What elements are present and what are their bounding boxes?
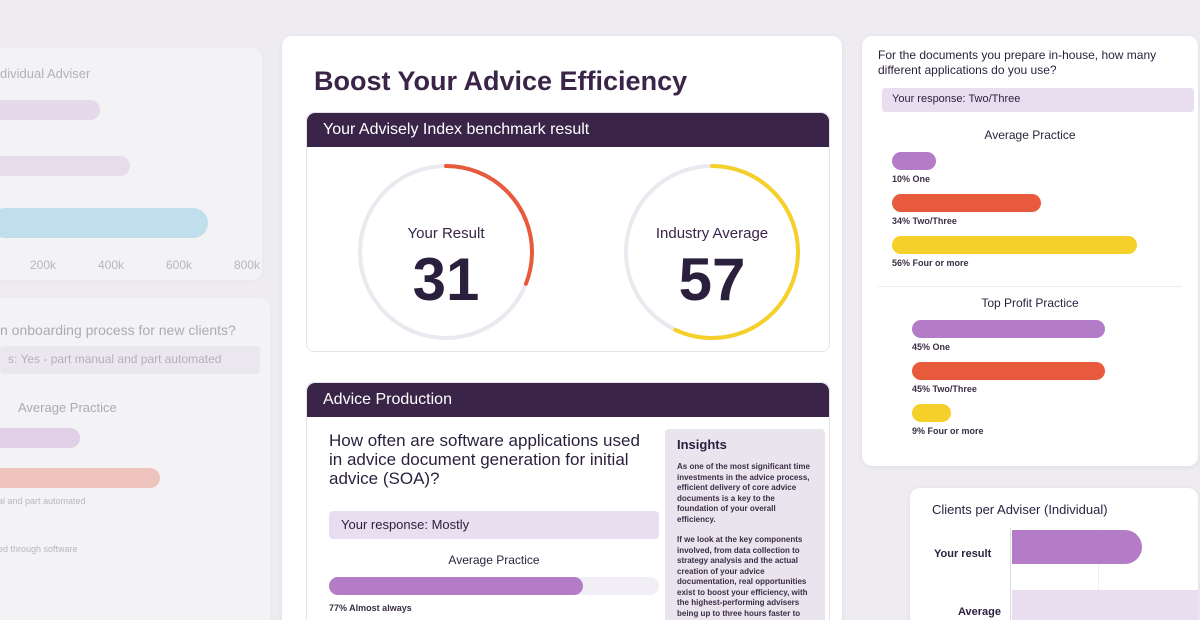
bar-label: 56% Four or more xyxy=(892,258,969,268)
axis-tick: 400k xyxy=(97,258,125,272)
onboarding-bar-1 xyxy=(0,428,80,448)
applications-response-text: Your response: Two/Three xyxy=(892,93,1021,105)
production-response: Your response: Mostly xyxy=(329,511,659,539)
average-label-right: Average xyxy=(958,606,1002,618)
left-bar-3 xyxy=(0,208,208,238)
left-bar-2 xyxy=(0,156,130,176)
axis-tick: 800k xyxy=(233,258,260,272)
production-question: How often are software applications used… xyxy=(329,431,640,488)
bar-label: 45% One xyxy=(912,342,951,352)
applications-response: Your response: Two/Three xyxy=(882,88,1194,112)
onboarding-bar-2 xyxy=(0,468,160,488)
avg-bars: 10% One 34% Two/Three 56% Four or more xyxy=(892,152,1182,282)
your-result-bar xyxy=(1012,530,1142,564)
production-avg-title: Average Practice xyxy=(448,553,540,567)
industry-value: 57 xyxy=(678,246,746,313)
onboarding-label-b: ed through software xyxy=(0,544,78,554)
onboarding-label-a: al and part automated xyxy=(0,496,86,506)
industry-gauge: Industry Average 57 xyxy=(619,159,805,345)
bar-label: 9% Four or more xyxy=(912,426,984,436)
bar-1 xyxy=(892,194,1041,212)
bar-0 xyxy=(912,320,1105,338)
applications-avg-title: Average Practice xyxy=(984,128,1076,142)
bar-2 xyxy=(892,236,1137,254)
left-bar-1 xyxy=(0,100,100,120)
onboarding-avg-title: Average Practice xyxy=(18,400,117,415)
bar-label: 45% Two/Three xyxy=(912,384,977,394)
production-card: Advice Production How often are software… xyxy=(306,382,830,620)
response-text: s: Yes - part manual and part automated xyxy=(8,352,222,366)
your-result-label-right: Your result xyxy=(934,548,992,560)
bar-0 xyxy=(892,152,936,170)
industry-arc xyxy=(624,164,800,340)
divider xyxy=(878,286,1182,287)
left-card-title: dividual Adviser xyxy=(0,66,91,81)
axis-tick: 200k xyxy=(30,258,57,272)
bar-label: 10% One xyxy=(892,174,931,184)
production-bar xyxy=(329,577,584,595)
left-adviser-card: dividual Adviser 200k 400k 600k 800k xyxy=(0,48,262,280)
production-response-text: Your response: Mostly xyxy=(341,517,470,532)
production-bar-label: 77% Almost always xyxy=(329,603,412,613)
axis-tick: 600k xyxy=(165,258,192,272)
production-header: Advice Production xyxy=(307,383,829,417)
benchmark-card: Your Advisely Index benchmark result You… xyxy=(306,112,830,352)
onboarding-question: n onboarding process for new clients? xyxy=(0,322,236,338)
onboarding-response: s: Yes - part manual and part automated xyxy=(0,346,260,374)
your-result-value: 31 xyxy=(412,246,480,313)
average-bar xyxy=(1012,590,1198,620)
clients-grid xyxy=(1010,528,1198,620)
industry-ring xyxy=(624,164,800,340)
benchmark-header: Your Advisely Index benchmark result xyxy=(307,113,829,147)
your-result-label: Your Result xyxy=(407,225,485,242)
your-result-ring xyxy=(358,164,534,340)
insights-panel: Insights As one of the most significant … xyxy=(665,429,825,620)
insights-title: Insights xyxy=(677,437,727,452)
your-result-arc xyxy=(358,164,534,340)
top-bars: 45% One 45% Two/Three 9% Four or more xyxy=(912,320,1182,450)
bar-2 xyxy=(912,404,951,422)
insights-p1: As one of the most significant time inve… xyxy=(677,462,810,524)
applications-card: For the documents you prepare in-house, … xyxy=(862,36,1198,466)
left-axis: 200k 400k 600k 800k xyxy=(30,258,260,272)
clients-card: Clients per Adviser (Individual) Your re… xyxy=(910,488,1198,620)
applications-top-title: Top Profit Practice xyxy=(981,296,1079,310)
bar-1 xyxy=(912,362,1105,380)
applications-question: For the documents you prepare in-house, … xyxy=(878,48,1157,77)
your-result-gauge: Your Result 31 xyxy=(353,159,539,345)
insights-p2: If we look at the key components involve… xyxy=(677,535,808,620)
bar-label: 34% Two/Three xyxy=(892,216,957,226)
main-card: Boost Your Advice Efficiency Your Advise… xyxy=(282,36,842,620)
page-title: Boost Your Advice Efficiency xyxy=(314,66,688,96)
clients-title: Clients per Adviser (Individual) xyxy=(932,502,1108,517)
production-bar-track xyxy=(329,577,659,595)
left-onboarding-card: n onboarding process for new clients? s:… xyxy=(0,298,270,620)
industry-label: Industry Average xyxy=(655,225,769,242)
clients-grid-line xyxy=(1098,528,1099,620)
